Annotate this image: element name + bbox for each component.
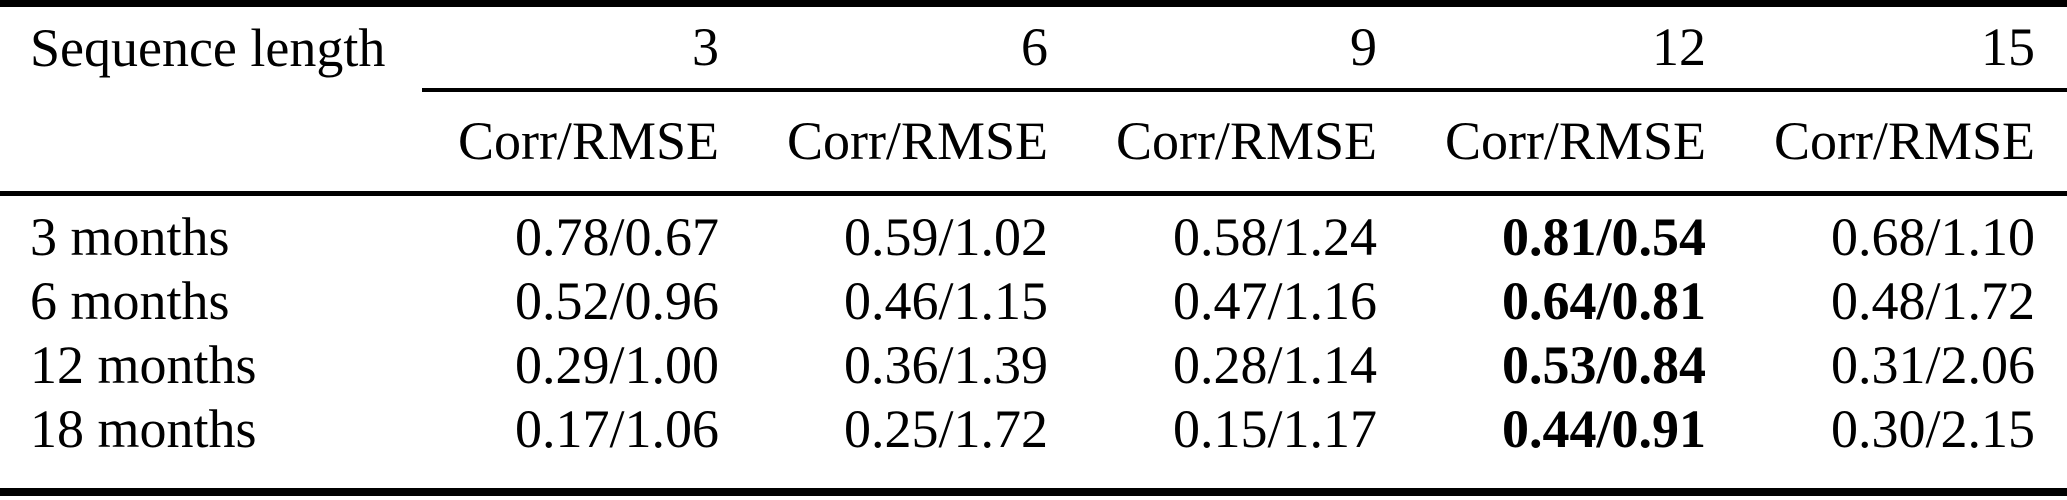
metric-cell: 0.52/0.96 <box>514 271 719 331</box>
metric-cell: 0.68/1.10 <box>1830 207 2035 267</box>
table-row-12-months: 12 months 0.29/1.00 0.36/1.39 0.28/1.14 … <box>0 333 2067 397</box>
metric-cell: 0.46/1.15 <box>843 271 1048 331</box>
metric-cell: 0.15/1.17 <box>1172 399 1377 459</box>
subheader-corr-rmse: Corr/RMSE <box>1080 89 1409 196</box>
col-header-15: 15 <box>1738 3 2067 92</box>
metric-cell: 0.31/2.06 <box>1830 335 2035 395</box>
metric-cell-best: 0.53/0.84 <box>1501 335 1706 395</box>
metric-cell-best: 0.81/0.54 <box>1501 207 1706 267</box>
corner-header-sequence-length: Sequence length <box>30 18 386 79</box>
metric-cell-best: 0.64/0.81 <box>1501 271 1706 331</box>
col-header-6: 6 <box>751 3 1080 92</box>
metric-cell: 0.59/1.02 <box>843 207 1048 267</box>
col-header-3: 3 <box>422 3 751 92</box>
empty-corner-cell <box>0 89 422 196</box>
metric-cell: 0.47/1.16 <box>1172 271 1377 331</box>
metric-cell: 0.30/2.15 <box>1830 399 2035 459</box>
metric-cell-best: 0.44/0.91 <box>1501 399 1706 459</box>
col-header-9: 9 <box>1080 3 1409 92</box>
metric-cell: 0.58/1.24 <box>1172 207 1377 267</box>
metric-cell: 0.36/1.39 <box>843 335 1048 395</box>
table-row-6-months: 6 months 0.52/0.96 0.46/1.15 0.47/1.16 0… <box>0 269 2067 333</box>
row-label: 3 months <box>30 207 230 267</box>
metric-cell: 0.28/1.14 <box>1172 335 1377 395</box>
row-label: 18 months <box>30 399 257 459</box>
subheader-corr-rmse: Corr/RMSE <box>1409 89 1738 196</box>
metric-subheader-row: Corr/RMSE Corr/RMSE Corr/RMSE Corr/RMSE … <box>0 89 2067 196</box>
table-row-18-months: 18 months 0.17/1.06 0.25/1.72 0.15/1.17 … <box>0 397 2067 492</box>
metric-cell: 0.17/1.06 <box>514 399 719 459</box>
subheader-corr-rmse: Corr/RMSE <box>422 89 751 196</box>
metric-cell: 0.25/1.72 <box>843 399 1048 459</box>
sequence-length-header-row: Sequence length 3 6 9 12 15 <box>0 3 2067 92</box>
subheader-corr-rmse: Corr/RMSE <box>1738 89 2067 196</box>
row-label: 12 months <box>30 335 257 395</box>
subheader-corr-rmse: Corr/RMSE <box>751 89 1080 196</box>
metric-cell: 0.78/0.67 <box>514 207 719 267</box>
col-header-12: 12 <box>1409 3 1738 92</box>
metric-cell: 0.48/1.72 <box>1830 271 2035 331</box>
metric-cell: 0.29/1.00 <box>514 335 719 395</box>
table-row-3-months: 3 months 0.78/0.67 0.59/1.02 0.58/1.24 0… <box>0 194 2067 270</box>
row-label: 6 months <box>30 271 230 331</box>
